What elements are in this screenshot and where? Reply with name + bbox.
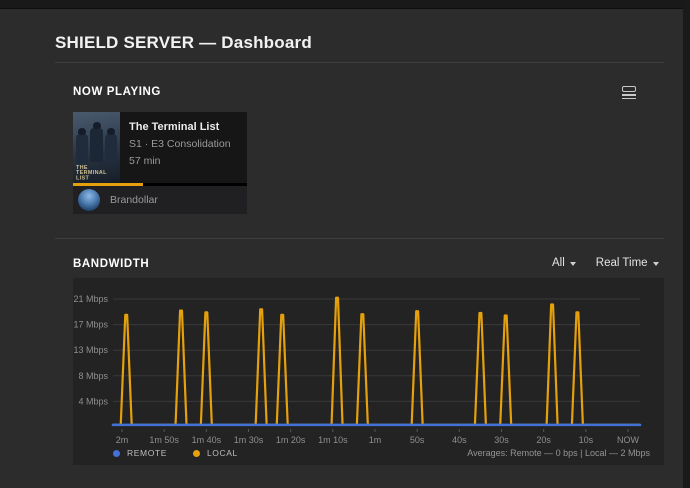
right-border-strip <box>683 0 690 488</box>
media-poster: THE TERMINAL LIST <box>73 112 120 183</box>
session-username: Brandollar <box>110 194 158 206</box>
bandwidth-averages: Averages: Remote — 0 bps | Local — 2 Mbp… <box>467 448 650 458</box>
session-episode: S1 · E3 Consolidation <box>129 138 231 150</box>
svg-text:17 Mbps: 17 Mbps <box>73 320 108 330</box>
chevron-down-icon <box>652 261 659 266</box>
bandwidth-divider <box>55 238 664 239</box>
list-view-icon-rect <box>622 86 636 92</box>
local-legend-label: LOCAL <box>206 448 238 458</box>
now-playing-section-title: NOW PLAYING <box>73 86 161 98</box>
user-avatar <box>78 189 100 211</box>
svg-text:20s: 20s <box>536 435 551 445</box>
remote-legend-dot <box>113 449 120 457</box>
legend-item-remote: REMOTE <box>113 448 167 458</box>
svg-text:40s: 40s <box>452 435 467 445</box>
svg-text:1m 30s: 1m 30s <box>234 435 264 445</box>
poster-figure <box>105 134 117 164</box>
poster-title-text: THE TERMINAL LIST <box>76 164 107 181</box>
source-filter-dropdown[interactable]: All <box>552 257 576 269</box>
bandwidth-chart: 4 Mbps 8 Mbps 13 Mbps 17 Mbps 21 Mbps 2m 1m 50… <box>73 294 642 445</box>
top-border-strip <box>0 0 690 9</box>
list-view-icon[interactable] <box>621 86 637 100</box>
bandwidth-chart-panel: 4 Mbps 8 Mbps 13 Mbps 17 Mbps 21 Mbps 2m 1m 50… <box>73 278 664 465</box>
chart-footer: REMOTE LOCAL Averages: Remote — 0 bps | … <box>113 448 650 458</box>
poster-figure <box>76 134 88 164</box>
poster-figure <box>90 128 103 162</box>
title-divider <box>55 62 664 63</box>
local-legend-dot <box>192 449 200 457</box>
remote-legend-label: REMOTE <box>127 448 167 458</box>
legend-item-local: LOCAL <box>192 448 238 458</box>
playback-progress-fill <box>73 183 143 186</box>
bandwidth-section-title: BANDWIDTH <box>73 258 150 270</box>
svg-text:50s: 50s <box>410 435 425 445</box>
list-view-icon-bar <box>622 97 636 99</box>
bandwidth-filters: All Real Time <box>552 257 659 269</box>
svg-text:1m 10s: 1m 10s <box>318 435 348 445</box>
svg-text:30s: 30s <box>494 435 509 445</box>
chart-legend: REMOTE LOCAL <box>113 448 238 458</box>
svg-text:1m: 1m <box>369 435 382 445</box>
session-info: The Terminal List S1 · E3 Consolidation … <box>120 112 247 183</box>
session-duration: 57 min <box>129 155 161 167</box>
svg-text:1m 40s: 1m 40s <box>192 435 222 445</box>
svg-text:8 Mbps: 8 Mbps <box>78 371 108 381</box>
session-show-title: The Terminal List <box>129 121 220 133</box>
list-view-icon-bar <box>622 94 636 96</box>
session-user-row: Brandollar <box>73 186 247 214</box>
timeframe-filter-label: Real Time <box>595 257 648 269</box>
now-playing-session-card[interactable]: THE TERMINAL LIST The Terminal List S1 ·… <box>73 112 247 214</box>
svg-text:1m 50s: 1m 50s <box>149 435 179 445</box>
page-title: SHIELD SERVER — Dashboard <box>55 33 312 52</box>
timeframe-filter-dropdown[interactable]: Real Time <box>596 257 659 269</box>
svg-text:NOW: NOW <box>617 435 640 445</box>
chevron-down-icon <box>569 261 576 266</box>
svg-text:4 Mbps: 4 Mbps <box>78 396 108 406</box>
source-filter-label: All <box>552 257 565 269</box>
svg-text:13 Mbps: 13 Mbps <box>73 345 108 355</box>
svg-text:10s: 10s <box>579 435 594 445</box>
svg-text:2m: 2m <box>116 435 129 445</box>
playback-progress-bar <box>73 183 247 186</box>
svg-text:21 Mbps: 21 Mbps <box>73 294 108 304</box>
session-main: THE TERMINAL LIST The Terminal List S1 ·… <box>73 112 247 183</box>
svg-text:1m 20s: 1m 20s <box>276 435 306 445</box>
